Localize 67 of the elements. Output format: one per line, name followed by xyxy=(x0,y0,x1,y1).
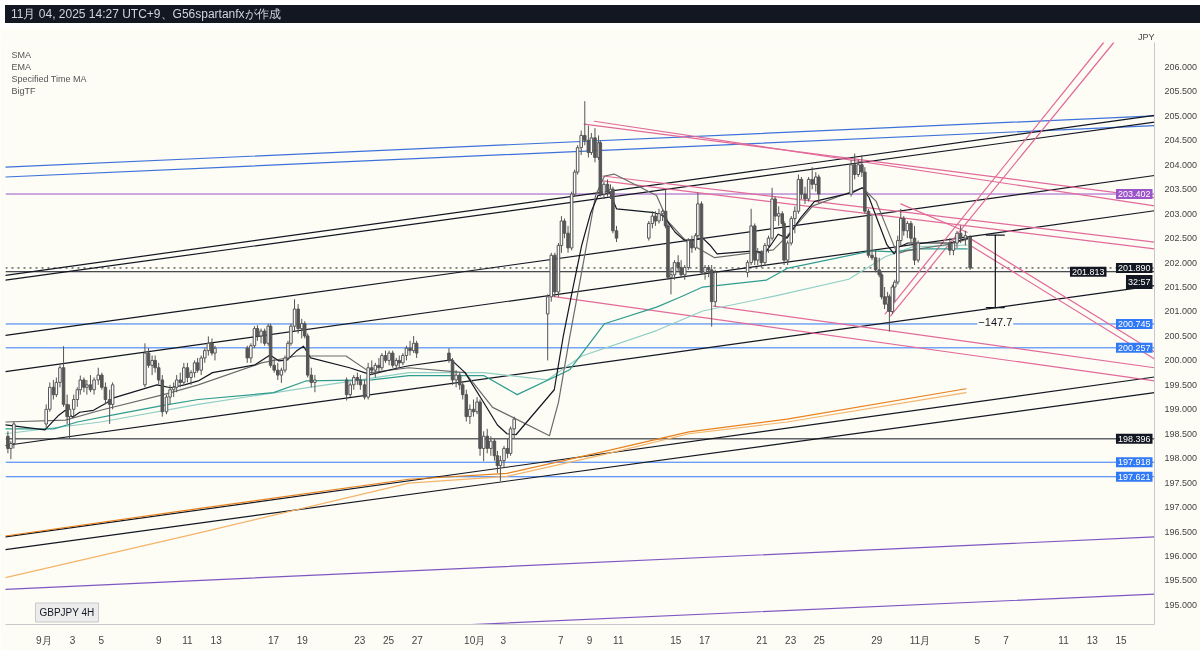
y-tick-label: 203.500 xyxy=(1164,184,1198,195)
x-tick-label: 11 xyxy=(182,634,194,646)
ref-line-label: 197.918 xyxy=(1117,457,1151,468)
text: GBPJPY 4H xyxy=(39,607,95,618)
x-tick-label: 11 xyxy=(1058,634,1070,646)
annotation: EMA xyxy=(11,61,32,72)
x-tick-label: 15 xyxy=(1115,634,1127,646)
y-axis-title: JPY xyxy=(1137,31,1155,42)
x-tick-label: 9月 xyxy=(36,634,52,646)
ref-line-label: 201.890 32:57 xyxy=(1117,262,1151,287)
x-tick-label: 7 xyxy=(1003,634,1010,646)
y-tick-label: 205.500 xyxy=(1164,86,1198,97)
x-tick-label: 29 xyxy=(871,634,883,646)
x-tick-label: 11 xyxy=(613,634,624,646)
y-tick-label: 205.000 xyxy=(1164,110,1198,121)
y-tick-label: 200.500 xyxy=(1164,330,1198,341)
y-tick-label: 199.500 xyxy=(1164,379,1198,390)
ref-line-label: 201.813 xyxy=(1071,266,1105,277)
x-tick-label: 27 xyxy=(411,634,424,646)
y-tick-label: 200.000 xyxy=(1164,355,1198,366)
ref-line-label: 203.402 xyxy=(1117,189,1151,200)
x-tick-label: 23 xyxy=(354,634,366,646)
x-tick-label: 10月 xyxy=(464,634,486,646)
x-tick-label: 17 xyxy=(268,634,280,646)
y-tick-label: 198.000 xyxy=(1164,453,1198,464)
x-tick-label: 13 xyxy=(210,634,223,646)
annotation: BigTF xyxy=(11,85,37,96)
y-tick-label: 196.500 xyxy=(1164,526,1198,537)
x-tick-label: 25 xyxy=(382,634,395,646)
annotation: Specified Time MA xyxy=(11,73,87,84)
y-tick-label: 196.000 xyxy=(1164,551,1198,562)
y-tick-label: 204.000 xyxy=(1164,159,1198,170)
y-tick-label: 202.500 xyxy=(1164,233,1198,244)
x-tick-label: 9 xyxy=(586,634,593,646)
y-tick-label: 195.000 xyxy=(1164,599,1198,610)
x-tick-label: 5 xyxy=(974,634,981,646)
y-tick-label: 199.000 xyxy=(1164,404,1198,415)
y-tick-label: 201.000 xyxy=(1164,306,1198,317)
y-tick-label: 204.500 xyxy=(1164,135,1198,146)
y-tick-label: 201.500 xyxy=(1164,282,1198,293)
x-tick-label: 11月 xyxy=(909,634,931,646)
y-tick-label: 197.000 xyxy=(1164,502,1198,513)
x-tick-label: 21 xyxy=(756,634,768,646)
x-tick-label: 3 xyxy=(69,634,76,646)
chart-title: 11月 04, 2025 14:27 UTC+9、G56spartanfxが作成 xyxy=(11,6,281,23)
y-tick-label: 197.500 xyxy=(1164,477,1198,488)
ref-line-label: 200.257 xyxy=(1117,342,1151,353)
y-tick-label: 198.500 xyxy=(1164,428,1198,439)
x-tick-label: 13 xyxy=(1086,634,1099,646)
annotation: SMA xyxy=(11,49,32,60)
x-tick-label: 23 xyxy=(785,634,797,646)
x-tick-label: 9 xyxy=(155,634,162,646)
x-tick-label: 17 xyxy=(698,634,711,646)
annotation: −147.7 xyxy=(978,315,1013,328)
x-tick-label: 7 xyxy=(558,634,565,646)
x-tick-label: 3 xyxy=(500,634,507,646)
x-tick-label: 15 xyxy=(670,634,682,646)
y-tick-label: 202.000 xyxy=(1164,257,1198,268)
y-tick-label: 195.500 xyxy=(1164,575,1198,586)
ref-line-label: 200.745 xyxy=(1117,318,1151,329)
y-tick-label: 206.000 xyxy=(1164,61,1198,72)
y-tick-label: 203.000 xyxy=(1164,208,1198,219)
x-tick-label: 19 xyxy=(296,634,309,646)
ref-line-label: 198.396 xyxy=(1117,433,1151,444)
x-tick-label: 5 xyxy=(98,634,105,646)
ref-line-label: 197.621 xyxy=(1117,471,1151,482)
x-tick-label: 25 xyxy=(813,634,826,646)
